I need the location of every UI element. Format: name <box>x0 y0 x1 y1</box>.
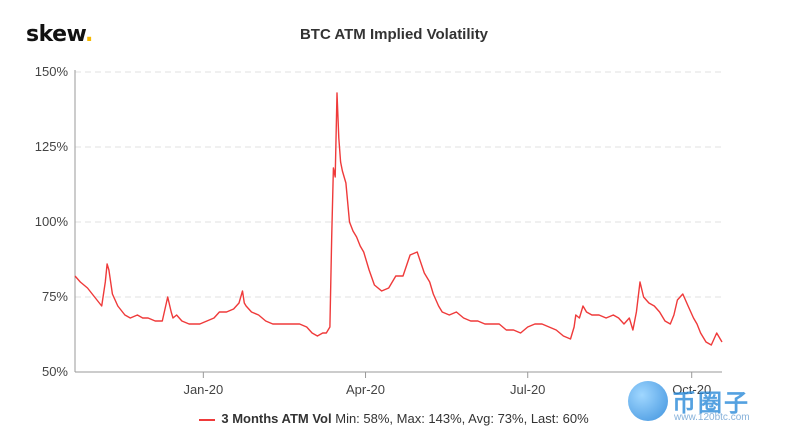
x-tick-label: Apr-20 <box>346 382 385 397</box>
watermark-text: 币圈子 <box>672 390 750 417</box>
chart-legend[interactable]: 3 Months ATM Vol Min: 58%, Max: 143%, Av… <box>0 411 788 426</box>
legend-series-name: 3 Months ATM Vol <box>221 411 332 426</box>
watermark-logo: 币圈子 www.120btc.com <box>628 381 778 429</box>
watermark-icon <box>628 381 668 421</box>
series-line <box>74 92 723 346</box>
legend-swatch <box>199 418 216 421</box>
y-tick-label: 75% <box>42 289 68 304</box>
y-tick-label: 125% <box>35 139 69 154</box>
y-tick-label: 100% <box>35 214 69 229</box>
skew-logo: skew. <box>26 22 93 47</box>
y-tick-label: 150% <box>35 64 69 79</box>
x-tick-label: Jul-20 <box>510 382 545 397</box>
watermark-url: www.120btc.com <box>674 412 750 423</box>
legend-stats: Min: 58%, Max: 143%, Avg: 73%, Last: 60% <box>335 411 589 426</box>
chart-title: BTC ATM Implied Volatility <box>299 26 489 43</box>
x-tick-label: Jan-20 <box>183 382 223 397</box>
x-tick-label: Oct-20 <box>672 382 711 397</box>
y-tick-label: 50% <box>42 364 68 379</box>
